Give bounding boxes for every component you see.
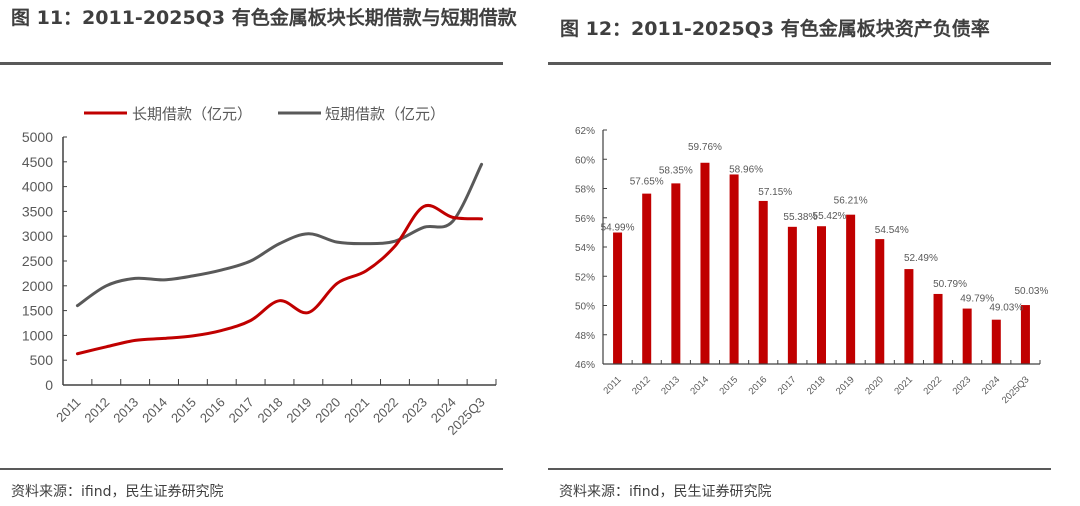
y-tick-label: 4500	[22, 154, 53, 170]
x-tick-label: 2011	[601, 374, 623, 396]
x-tick-label: 2016	[747, 374, 770, 397]
y-tick-label: 56%	[575, 214, 595, 225]
x-tick-label: 2014	[688, 374, 711, 397]
x-tick-label: 2011	[53, 395, 83, 425]
x-tick-label: 2022	[921, 374, 944, 397]
data-label: 49.03%	[989, 303, 1023, 314]
x-tick-label: 2019	[834, 374, 857, 397]
y-tick-label: 2000	[22, 278, 53, 294]
x-tick-label: 2024	[980, 374, 1003, 397]
y-tick-label: 50%	[575, 302, 595, 313]
data-label: 56.21%	[834, 196, 868, 207]
figure-12-panel: 图 12：2011-2025Q3 有色金属板块资产负债率 46% 48% 50% 52…	[540, 0, 1080, 506]
source-divider	[548, 468, 1051, 470]
x-tick-label: 2023	[951, 374, 974, 397]
y-tick-label: 54%	[575, 243, 595, 254]
bar-2022	[933, 293, 943, 364]
bar-2017	[787, 226, 797, 364]
figure-11-title: 图 11：2011-2025Q3 有色金属板块长期借款与短期借款	[11, 7, 517, 29]
y-tick-label: 0	[45, 377, 53, 393]
y-tick-label: 48%	[575, 331, 595, 342]
x-tick-label: 2012	[630, 374, 653, 397]
data-label: 57.15%	[758, 187, 792, 198]
y-tick-label: 1000	[22, 327, 53, 343]
bar-2016	[758, 200, 768, 364]
data-label: 57.65%	[630, 177, 664, 188]
x-tick-label: 2017	[226, 395, 257, 426]
bar-2015	[729, 174, 739, 364]
data-label: 54.54%	[875, 225, 909, 236]
y-tick-label: 4000	[22, 179, 53, 195]
figure-12-source: 资料来源：ifind，民生证券研究院	[559, 484, 772, 500]
y-tick-label: 3000	[22, 228, 53, 244]
bar-chart: 46%48%50%52%54%56%58%60%62%54.99%57.65%5…	[575, 126, 1049, 406]
y-tick-label: 58%	[575, 185, 595, 196]
x-tick-label: 2021	[341, 395, 372, 426]
x-tick-label: 2015	[168, 395, 199, 426]
bar-2023	[962, 308, 972, 364]
x-tick-label: 2025Q3	[1000, 374, 1032, 406]
x-tick-label: 2017	[776, 374, 799, 397]
bar-2014	[700, 162, 710, 364]
figure-11-source: 资料来源：ifind，民生证券研究院	[11, 484, 224, 500]
data-label: 55.42%	[813, 211, 847, 222]
bar-2013	[671, 183, 681, 364]
title-divider	[0, 62, 503, 65]
figure-12-title: 图 12：2011-2025Q3 有色金属板块资产负债率	[560, 18, 990, 40]
bar-2018	[817, 226, 826, 364]
x-tick-label: 2014	[139, 395, 170, 426]
x-tick-label: 2023	[399, 395, 430, 426]
title-divider	[548, 62, 1051, 65]
data-label: 50.03%	[1014, 286, 1048, 297]
x-tick-label: 2018	[805, 374, 828, 397]
y-tick-label: 62%	[575, 126, 595, 137]
x-tick-label: 2022	[370, 395, 401, 426]
x-tick-label: 2012	[81, 395, 112, 426]
y-tick-label: 2500	[22, 253, 53, 269]
data-label: 58.96%	[729, 164, 763, 175]
data-label: 58.35%	[659, 165, 693, 176]
x-tick-label: 2018	[255, 395, 286, 426]
legend-label-short-term: 短期借款（亿元）	[325, 105, 445, 123]
y-tick-label: 3500	[22, 203, 53, 219]
y-tick-label: 1500	[22, 303, 53, 319]
x-tick-label: 2019	[283, 395, 314, 426]
figure-11-panel: 图 11：2011-2025Q3 有色金属板块长期借款与短期借款 0 500 100…	[0, 7, 517, 500]
data-label: 59.76%	[688, 142, 722, 153]
bar-2025Q3	[1020, 305, 1030, 364]
x-tick-label: 2013	[110, 395, 141, 426]
data-label: 50.79%	[933, 279, 967, 290]
data-label: 55.38%	[783, 212, 817, 223]
bar-2011	[613, 232, 623, 364]
source-divider	[0, 468, 503, 470]
data-label: 52.49%	[904, 253, 938, 264]
x-tick-label: 2013	[659, 374, 682, 397]
series-line-short-term-loans	[75, 162, 484, 308]
x-tick-label: 2020	[312, 395, 343, 426]
x-tick-label: 2020	[863, 374, 886, 397]
bar-2024	[991, 319, 1001, 364]
y-tick-label: 5000	[22, 129, 53, 145]
line-chart: 0 500 1000 1500 2000 2500 3000 3500 4000 4500 5000…	[22, 105, 497, 438]
x-tick-label: 2021	[892, 374, 915, 397]
data-label: 49.79%	[960, 294, 994, 305]
bar-2021	[904, 269, 914, 364]
y-tick-label: 46%	[575, 360, 595, 371]
y-tick-label: 52%	[575, 272, 595, 283]
x-tick-label: 2015	[717, 374, 740, 397]
y-tick-label: 60%	[575, 155, 595, 166]
bar-2019	[846, 214, 856, 364]
bar-2020	[875, 239, 885, 364]
y-tick-label: 500	[30, 352, 54, 368]
bar-2012	[642, 193, 652, 364]
x-tick-label: 2016	[197, 395, 228, 426]
legend-label-long-term: 长期借款（亿元）	[132, 105, 252, 123]
data-label: 54.99%	[601, 223, 635, 234]
